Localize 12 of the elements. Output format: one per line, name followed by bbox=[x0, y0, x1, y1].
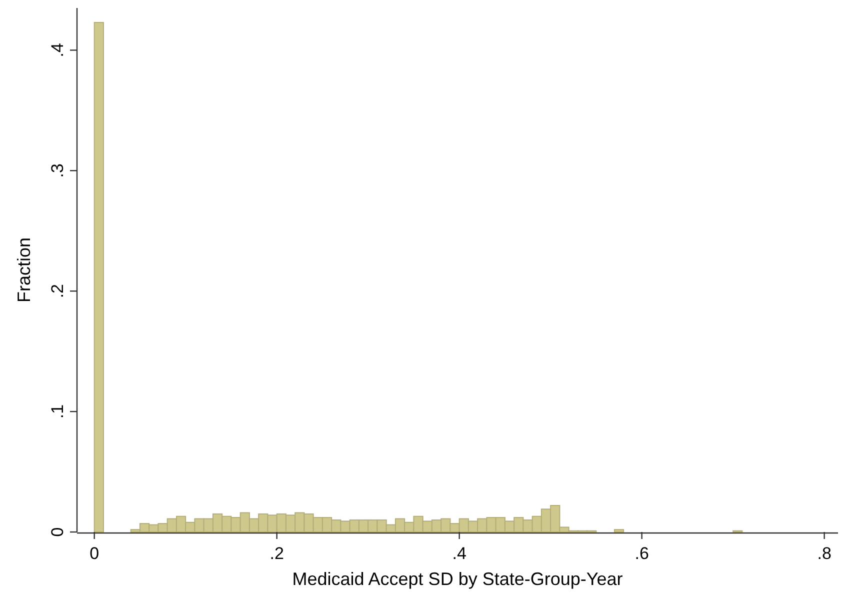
x-axis-title: Medicaid Accept SD by State-Group-Year bbox=[292, 569, 623, 589]
x-tick-label: .6 bbox=[634, 544, 649, 563]
x-tick-label: 0 bbox=[90, 544, 100, 563]
y-tick-label: .2 bbox=[48, 284, 67, 298]
y-axis-title: Fraction bbox=[14, 237, 34, 303]
x-tick-label: .2 bbox=[270, 544, 284, 563]
y-tick-label: .4 bbox=[48, 43, 67, 58]
y-tick-label: .1 bbox=[48, 404, 67, 419]
x-tick-label: .8 bbox=[817, 544, 832, 563]
y-tick-label: 0 bbox=[48, 527, 67, 537]
y-tick-label: .3 bbox=[48, 164, 67, 178]
x-tick-label: .4 bbox=[452, 544, 466, 563]
